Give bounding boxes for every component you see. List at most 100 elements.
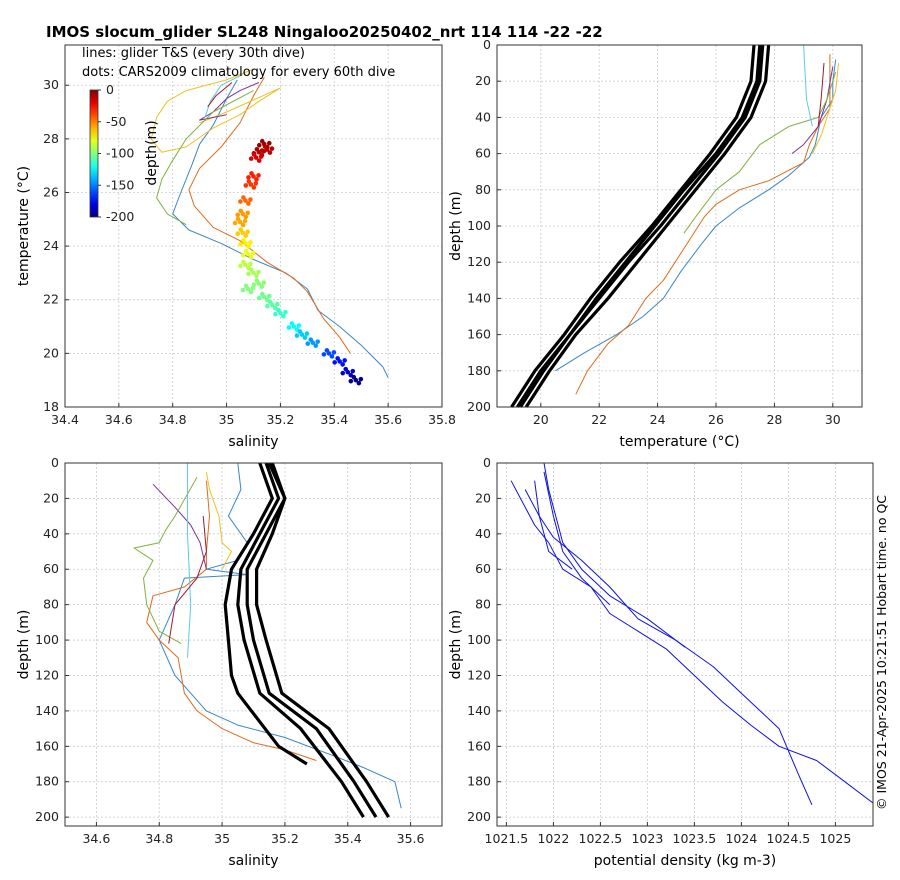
climatology-dot	[248, 261, 253, 267]
y-tick-label: 120	[467, 254, 491, 269]
climatology-line-2	[236, 462, 365, 818]
depth-colorbar	[89, 89, 99, 218]
climatology-dot	[248, 156, 254, 161]
climatology-dot	[250, 250, 256, 256]
x-tick-label: 1023.5	[673, 831, 717, 846]
x-tick-label: 34.6	[105, 412, 133, 427]
climatology-dot	[246, 271, 251, 277]
salinity-depth-panel: 34.6 34.8 35 35.2 35.4 35.6 0 20 40 60 80 100 120 140…	[16, 455, 443, 869]
climatology-dot	[286, 325, 292, 330]
y-axis-label: temperature (°C)	[16, 166, 32, 286]
profile-line-7	[168, 516, 207, 644]
y-tick-label: 22	[43, 292, 59, 307]
y-tick-label: 0	[483, 37, 491, 52]
climatology-dot	[331, 350, 337, 355]
y-tick-label: 80	[43, 597, 59, 612]
climatology-dot	[348, 378, 354, 384]
climatology-dot	[249, 267, 254, 273]
y-tick-label: 60	[475, 146, 491, 161]
climatology-dot	[358, 376, 364, 382]
climatology-line-1	[510, 44, 756, 408]
x-tick-label: 34.8	[145, 831, 173, 846]
climatology-dot	[283, 309, 288, 315]
climatology-dot	[256, 142, 262, 148]
x-tick-label: 34.8	[159, 412, 187, 427]
y-tick-label: 160	[35, 738, 59, 753]
climatology-dot	[241, 259, 246, 265]
climatology-dot	[294, 333, 300, 338]
climatology-dot	[246, 201, 251, 206]
x-tick-label: 1021.5	[485, 831, 529, 846]
y-tick-label: 120	[467, 667, 491, 682]
climatology-dot	[266, 293, 272, 299]
climatology-dot	[240, 252, 246, 258]
y-tick-label: 100	[467, 218, 491, 233]
x-tick-label: 1023	[631, 831, 663, 846]
figure-title: IMOS slocum_glider SL248 Ningaloo2025040…	[46, 23, 603, 41]
climatology-dot	[248, 240, 253, 245]
profile-line-1	[510, 480, 874, 804]
climatology-dot	[248, 197, 253, 202]
x-tick-label: 35.8	[428, 412, 456, 427]
climatology-dot	[335, 356, 340, 361]
climatology-dot	[313, 343, 319, 348]
profile-line-2	[575, 54, 831, 395]
x-tick-label: 35.4	[320, 412, 348, 427]
x-tick-label: 30	[825, 412, 841, 427]
climatology-dot	[259, 291, 265, 297]
climatology-dot	[243, 283, 249, 289]
y-tick-label: 60	[43, 561, 59, 576]
x-tick-label: 1022	[537, 831, 569, 846]
climatology-dot	[296, 323, 302, 328]
climatology-dot	[256, 158, 262, 163]
climatology-dot	[238, 208, 244, 214]
climatology-dot	[259, 138, 265, 144]
colorbar-tick-label: 0	[106, 82, 114, 97]
y-tick-label: 180	[467, 363, 491, 378]
colorbar-tick-label: -100	[106, 146, 134, 161]
profile-line-1	[555, 59, 837, 372]
climatology-dot	[275, 301, 280, 307]
climatology-dot	[305, 341, 311, 346]
climatology-dot	[324, 348, 330, 353]
climatology-dot	[254, 273, 259, 279]
plot-frame	[64, 44, 443, 408]
ts-diagram-panel: 34.4 34.6 34.8 35 35.2 35.4 35.6 35.8 18 20 22 24 26…	[16, 44, 456, 450]
climatology-dot	[329, 354, 335, 359]
x-axis-label: temperature (°C)	[619, 434, 739, 450]
climatology-dot	[297, 329, 303, 334]
y-tick-label: 18	[43, 399, 59, 414]
profile-line-4	[199, 82, 260, 121]
climatology-dot	[356, 380, 362, 386]
climatology-dot	[254, 278, 260, 283]
colorbar-tick-label: -150	[106, 177, 134, 192]
climatology-dot	[308, 337, 314, 342]
plot-frame	[496, 44, 863, 408]
climatology-dot	[246, 175, 251, 180]
climatology-dot	[281, 313, 286, 319]
y-tick-label: 0	[51, 455, 59, 470]
climatology-dot	[262, 144, 268, 149]
y-tick-label: 180	[35, 774, 59, 789]
y-tick-label: 160	[467, 738, 491, 753]
profile-line-5	[683, 71, 837, 234]
y-tick-label: 40	[43, 526, 59, 541]
x-axis-label: potential density (kg m-3)	[594, 853, 776, 869]
climatology-dot	[315, 339, 321, 344]
climatology-dot	[235, 231, 241, 237]
x-tick-label: 35.2	[267, 412, 295, 427]
y-tick-label: 20	[475, 73, 491, 88]
y-tick-label: 24	[43, 238, 59, 253]
y-tick-label: 20	[43, 490, 59, 505]
y-axis-label: depth (m)	[448, 191, 464, 261]
y-tick-label: 28	[43, 131, 59, 146]
climatology-dot	[254, 146, 260, 152]
climatology-dot	[251, 152, 257, 157]
y-tick-label: 100	[35, 632, 59, 647]
climatology-dot	[340, 370, 346, 376]
y-tick-label: 80	[475, 182, 491, 197]
x-axis-label: salinity	[228, 434, 278, 450]
climatology-dot	[243, 214, 249, 220]
profile-line-4	[534, 480, 573, 570]
x-tick-label: 34.6	[82, 831, 110, 846]
